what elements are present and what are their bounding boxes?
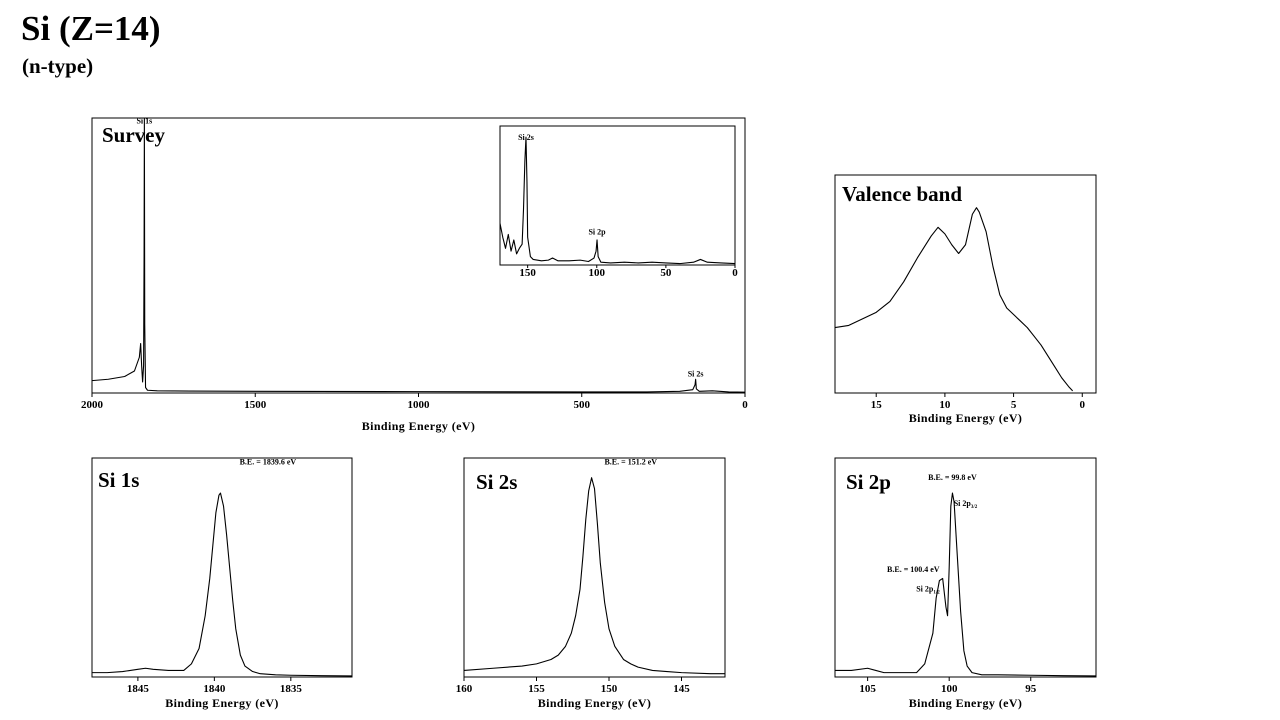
si-2p-frame xyxy=(834,457,1097,678)
survey-xtick-label: 1500 xyxy=(244,399,267,411)
si-2p-annotation: B.E. = 99.8 eV xyxy=(928,473,977,482)
si-1s-xlabel: Binding Energy (eV) xyxy=(165,696,279,710)
survey-frame xyxy=(91,117,746,394)
si-2s-series-line xyxy=(463,477,725,675)
si-2s-chart: 160 155 150 145 Si 2s Binding Energy (eV) B.E.… xyxy=(456,457,726,710)
survey-annotation: Si 1s xyxy=(136,117,152,126)
survey-inset-xtick-label: 150 xyxy=(519,267,536,279)
si-2s-xtick-label: 155 xyxy=(528,683,545,695)
si-2s-title: Si 2s xyxy=(476,470,517,494)
survey-inset-xtick-label: 100 xyxy=(589,267,606,279)
si-1s-xtick-label: 1845 xyxy=(127,683,150,695)
survey-xtick-label: 1000 xyxy=(408,399,431,411)
valence-band-xtick-label: 0 xyxy=(1080,399,1086,411)
si-2s-frame xyxy=(463,457,726,678)
si-1s-series-line xyxy=(92,492,353,677)
si-2p-xtick-label: 100 xyxy=(941,683,958,695)
si-2s-xtick-label: 150 xyxy=(601,683,618,695)
si-2p-title: Si 2p xyxy=(846,470,891,494)
si-1s-chart: 1845 1840 1835 Si 1s Binding Energy (eV) B.E.… xyxy=(91,457,353,710)
survey-series-line xyxy=(91,117,746,393)
survey-xtick-label: 500 xyxy=(574,399,591,411)
survey-title: Survey xyxy=(102,123,166,147)
page-title: Si (Z=14) xyxy=(21,9,161,48)
si-2p-series-line xyxy=(835,492,1097,677)
si-2s-xlabel: Binding Energy (eV) xyxy=(538,696,652,710)
si-2p-annotation: Si 2p1/2 xyxy=(916,585,940,596)
si-2p-annotation: B.E. = 100.4 eV xyxy=(887,565,940,574)
survey-inset-frame xyxy=(499,125,736,266)
valence-band-series-line xyxy=(834,207,1074,392)
si-2p-annotation: Si 2p3/2 xyxy=(954,499,978,510)
valence-band-xtick-label: 15 xyxy=(871,399,883,411)
valence-band-xlabel: Binding Energy (eV) xyxy=(909,411,1023,425)
si-2p-chart: 105 100 95 Si 2p Binding Energy (eV) B.E. = 9… xyxy=(834,457,1097,710)
survey-inset-chart: 150 100 50 0 Si 2s Si 2p xyxy=(499,125,738,279)
si-2p-xlabel: Binding Energy (eV) xyxy=(909,696,1023,710)
valence-band-xtick-label: 10 xyxy=(939,399,951,411)
valence-band-xtick-label: 5 xyxy=(1011,399,1017,411)
si-2p-xtick-label: 105 xyxy=(859,683,876,695)
si-2s-xtick-label: 145 xyxy=(673,683,690,695)
survey-inset-annotation: Si 2p xyxy=(588,227,606,236)
si-1s-title: Si 1s xyxy=(98,468,139,492)
page-subtitle: (n-type) xyxy=(22,54,94,78)
survey-inset-xtick-label: 0 xyxy=(732,267,738,279)
survey-xtick-label: 0 xyxy=(742,399,748,411)
si-1s-annotation: B.E. = 1839.6 eV xyxy=(240,458,297,467)
survey-inset-annotation: Si 2s xyxy=(518,133,534,142)
valence-band-chart: 15 10 5 0 Valence band Binding Energy (eV) xyxy=(834,174,1097,425)
survey-inset-series-line xyxy=(499,136,736,265)
survey-xlabel: Binding Energy (eV) xyxy=(362,419,476,433)
si-1s-xtick-label: 1835 xyxy=(280,683,303,695)
si-2s-annotation: B.E. = 151.2 eV xyxy=(604,458,657,467)
valence-band-title: Valence band xyxy=(842,182,962,206)
si-2s-xtick-label: 160 xyxy=(456,683,473,695)
survey-xtick-label: 2000 xyxy=(81,399,104,411)
survey-annotation: Si 2s xyxy=(688,370,704,379)
si-1s-xtick-label: 1840 xyxy=(203,683,226,695)
si-2p-xtick-label: 95 xyxy=(1025,683,1037,695)
survey-inset-xtick-label: 50 xyxy=(660,267,672,279)
si-1s-frame xyxy=(91,457,353,678)
valence-band-frame xyxy=(834,174,1097,394)
